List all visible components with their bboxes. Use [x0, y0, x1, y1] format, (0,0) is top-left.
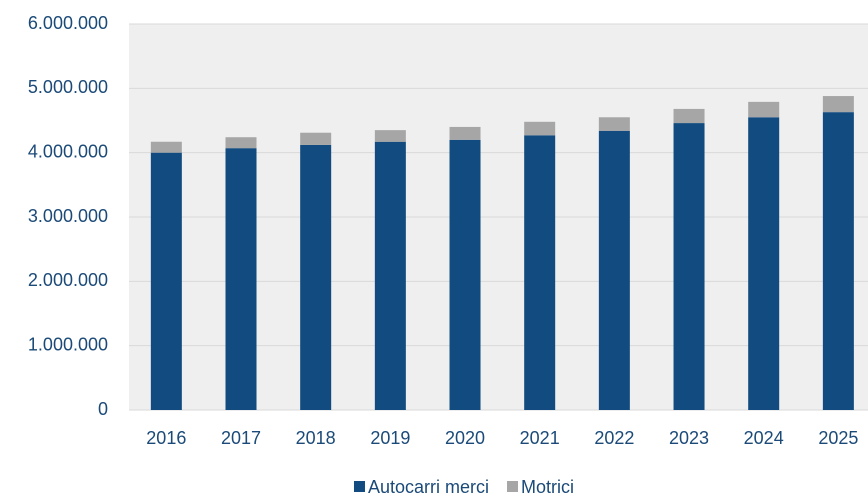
x-tick-label: 2023 — [669, 428, 709, 448]
legend-swatch — [507, 481, 519, 492]
bar-segment — [822, 96, 854, 113]
x-tick-label: 2021 — [520, 428, 560, 448]
bar-segment — [225, 137, 257, 149]
x-tick-label: 2016 — [146, 428, 186, 448]
legend: Autocarri merci Motrici — [353, 477, 574, 496]
bar-segment — [673, 108, 705, 124]
bar-segment — [822, 112, 854, 411]
bar-segment — [673, 123, 705, 410]
bar-segment — [524, 121, 556, 136]
y-tick-label: 6.000.000 — [28, 13, 108, 33]
y-tick-label: 2.000.000 — [28, 270, 108, 290]
legend-label: Autocarri merci — [368, 477, 489, 496]
x-tick-label: 2024 — [744, 428, 784, 448]
bar-segment — [225, 148, 257, 410]
x-tick-label: 2022 — [594, 428, 634, 448]
bar-segment — [748, 101, 780, 118]
x-tick-label: 2020 — [445, 428, 485, 448]
legend-label: Motrici — [521, 477, 574, 496]
bar-segment — [150, 152, 182, 410]
y-tick-label: 1.000.000 — [28, 334, 108, 354]
bar-segment — [524, 135, 556, 410]
y-tick-label: 5.000.000 — [28, 77, 108, 97]
bar-segment — [748, 117, 780, 411]
x-tick-label: 2019 — [370, 428, 410, 448]
bar-segment — [598, 130, 630, 410]
y-tick-label: 3.000.000 — [28, 206, 108, 226]
x-tick-label: 2018 — [296, 428, 336, 448]
bar-segment — [150, 141, 182, 153]
bar-segment — [598, 117, 630, 131]
bar-segment — [300, 144, 332, 411]
y-tick-label: 4.000.000 — [28, 141, 108, 161]
bar-segment — [374, 130, 406, 142]
bar-segment — [374, 141, 406, 411]
bar-segment — [300, 132, 332, 145]
x-tick-label: 2017 — [221, 428, 261, 448]
bar-segment — [449, 126, 481, 140]
bar-segment — [449, 139, 481, 411]
y-tick-label: 0 — [98, 399, 108, 419]
legend-swatch — [353, 481, 365, 492]
x-tick-label: 2025 — [818, 428, 858, 448]
